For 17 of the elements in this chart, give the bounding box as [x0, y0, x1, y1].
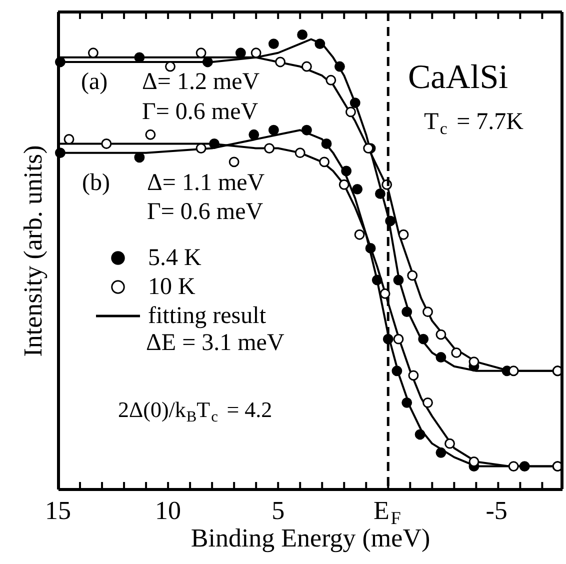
annotation: (a) [81, 69, 108, 95]
annotation: Γ= 0.6 meV [147, 199, 264, 225]
annotation: CaAlSi [408, 59, 508, 96]
annotation: Γ= 0.6 meV [142, 99, 259, 125]
annotation: Δ= 1.1 meV [147, 170, 266, 196]
annotation: Δ= 1.2 meV [142, 69, 260, 95]
legend-label: fitting result [148, 303, 266, 329]
x-tick-label: 5 [272, 496, 285, 525]
annotation: (b) [82, 170, 110, 196]
x-tick-label: 10 [155, 496, 182, 525]
x-axis-title: Binding Energy (meV) [190, 524, 430, 552]
x-tick-label: -5 [486, 496, 508, 525]
legend-label: 10 K [148, 274, 196, 300]
annotation: ΔE = 3.1 meV [146, 330, 285, 356]
y-axis-title: Intensity (arb. units) [18, 145, 48, 357]
legend-label: 5.4 K [148, 245, 202, 271]
x-tick-label: 15 [45, 496, 71, 525]
